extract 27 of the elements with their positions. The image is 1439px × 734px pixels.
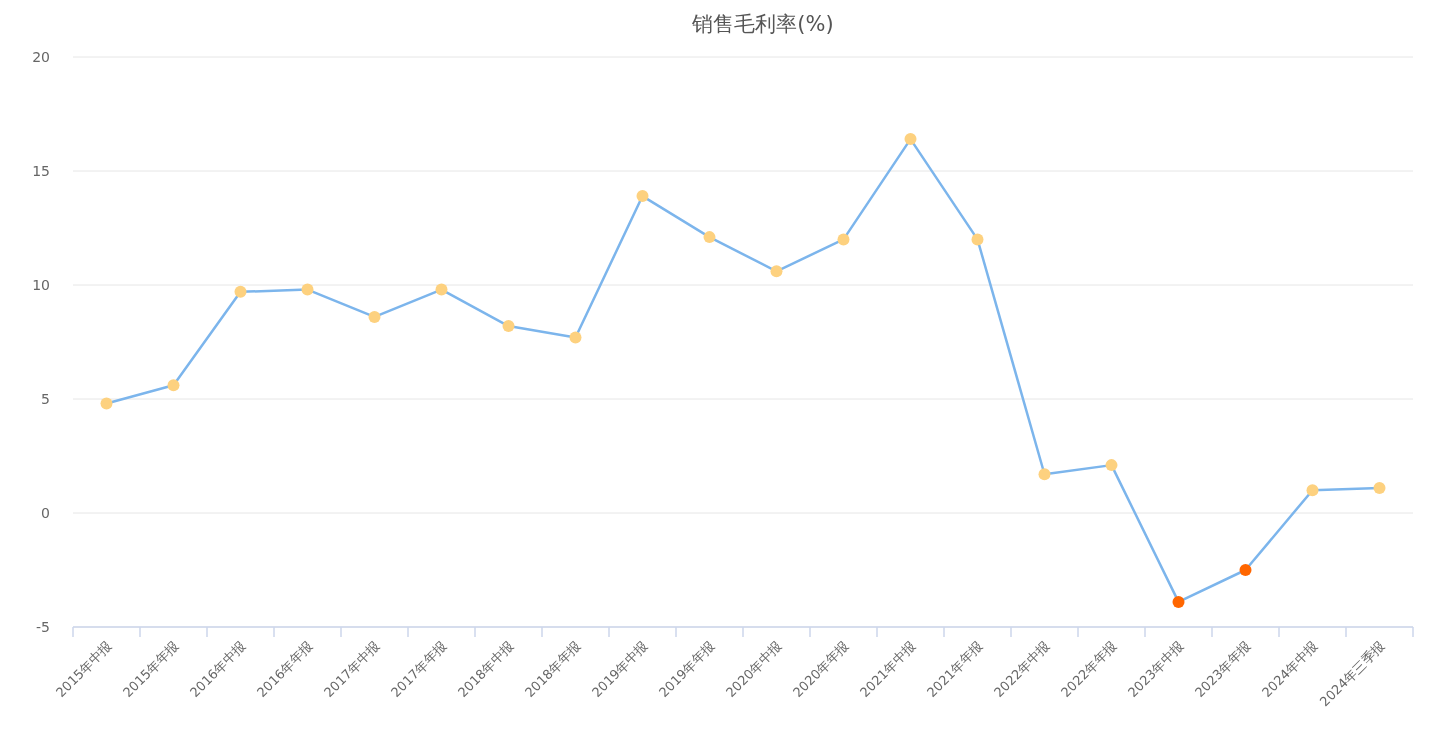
point bbox=[234, 285, 247, 298]
point bbox=[301, 283, 314, 296]
point bbox=[368, 310, 381, 323]
point bbox=[837, 233, 850, 246]
point bbox=[1038, 468, 1051, 481]
point bbox=[167, 379, 180, 392]
chart-title: 销售毛利率(%) bbox=[691, 12, 834, 36]
y-tick-label: 5 bbox=[41, 391, 50, 407]
point bbox=[435, 283, 448, 296]
point bbox=[904, 133, 917, 146]
point bbox=[636, 190, 649, 203]
y-tick-label: 15 bbox=[32, 163, 50, 179]
point bbox=[770, 265, 783, 278]
point bbox=[502, 320, 515, 333]
y-tick-label: 10 bbox=[32, 277, 50, 293]
point bbox=[1105, 459, 1118, 472]
point bbox=[1373, 481, 1386, 494]
point bbox=[703, 231, 716, 244]
y-tick-label: 20 bbox=[32, 49, 50, 65]
point bbox=[1306, 484, 1319, 497]
y-tick-label: 0 bbox=[41, 505, 50, 521]
point bbox=[1172, 595, 1185, 608]
point bbox=[971, 233, 984, 246]
y-tick-label: -5 bbox=[36, 619, 50, 635]
point bbox=[1239, 564, 1252, 576]
point bbox=[569, 331, 582, 344]
point bbox=[100, 397, 113, 410]
